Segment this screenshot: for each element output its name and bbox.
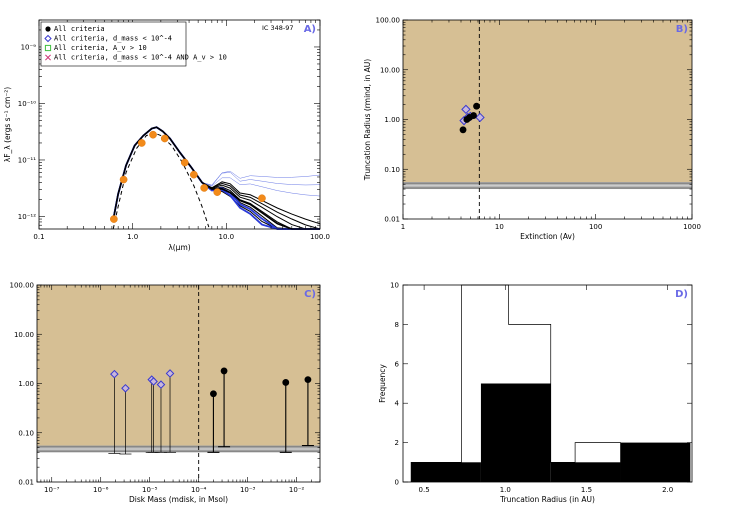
filled-histogram-bar <box>621 443 691 482</box>
y-tick-label: 2 <box>395 439 399 447</box>
x-tick-label: 1.0 <box>500 486 511 494</box>
y-tick-label: 1.00 <box>18 380 34 388</box>
panel-b-extinction: 0.01 0.10 1.00 10.00 100.00 1 10 100 1000 B) Ext… <box>363 17 701 242</box>
y-tick-label: 10.00 <box>380 66 400 74</box>
filled-point <box>210 390 217 397</box>
x-tick-label: 100.0 <box>310 233 330 241</box>
observed-flux-point <box>120 176 127 183</box>
observed-flux-point <box>138 139 145 146</box>
y-tick-label: 8 <box>395 321 399 329</box>
panel-c-disk-mass: 0.01 0.10 1.00 10.00 100.00 10⁻⁷ 10⁻⁶ 10⁻⁵ 10⁻⁴ 1… <box>10 282 321 505</box>
filled-point <box>221 368 228 375</box>
y-tick-label: 100.00 <box>376 17 401 25</box>
y-tick-label: 10⁻¹⁰ <box>18 100 36 108</box>
x-tick-label: 2.0 <box>662 486 673 494</box>
panel-label: D) <box>675 289 688 300</box>
thin-blue-model-curve <box>114 127 320 216</box>
x-tick-label: 0.5 <box>419 486 430 494</box>
panel-label: C) <box>304 289 316 300</box>
legend-label: All criteria, d_mass < 10^-4 AND A_v > 1… <box>54 54 227 62</box>
x-axis-label: Truncation Radius (in AU) <box>499 495 595 504</box>
y-tick-label: 10 <box>390 282 399 290</box>
y-tick-label: 0.01 <box>384 216 400 224</box>
x-tick-label: 1000 <box>683 223 701 231</box>
observed-flux-point <box>201 184 208 191</box>
x-tick-label: 10⁻⁷ <box>44 486 60 494</box>
observed-flux-point <box>149 131 156 138</box>
thin-blue-model-curve <box>114 127 320 216</box>
filled-point <box>282 379 289 386</box>
panel-label: A) <box>304 24 316 35</box>
y-axis-label: Truncation Radius (rmind, in AU) <box>363 59 372 181</box>
photosphere-line <box>113 133 209 229</box>
x-tick-label: 10.0 <box>219 233 235 241</box>
observed-flux-point <box>161 135 168 142</box>
all-criteria-point <box>473 103 480 110</box>
filled-point <box>305 376 312 383</box>
y-tick-label: 0 <box>395 479 399 487</box>
x-tick-label: 10⁻⁵ <box>142 486 158 494</box>
shaded-region <box>403 20 692 182</box>
y-tick-label: 10⁻⁹ <box>21 43 37 51</box>
legend-label: All criteria <box>54 25 105 33</box>
observed-flux-point <box>110 215 117 222</box>
legend-marker-circle <box>45 26 50 31</box>
x-tick-label: 10⁻⁶ <box>93 486 109 494</box>
y-tick-label: 10.00 <box>14 331 34 339</box>
y-tick-label: 4 <box>395 400 400 408</box>
legend-label: All criteria, d_mass < 10^-4 <box>54 35 172 43</box>
observed-flux-point <box>190 171 197 178</box>
object-annotation: IC 348-97 <box>262 24 294 32</box>
observed-flux-point <box>258 195 265 202</box>
panel-a-sed: 0.1 1.0 10.0 100.0 10⁻¹² 10⁻¹¹ 10⁻¹⁰ 10⁻⁹ A) IC… <box>3 20 330 252</box>
y-tick-label: 10⁻¹² <box>18 213 36 221</box>
all-criteria-point <box>470 112 477 119</box>
panel-d-histogram: 0.5 1.0 1.5 2.0 0 2 4 6 8 10 D) Truncation Radius… <box>378 282 692 505</box>
y-tick-label: 1.00 <box>384 116 400 124</box>
filled-histogram-bar <box>551 462 621 482</box>
x-axis-label: Extinction (Av) <box>520 232 575 241</box>
y-tick-label: 0.01 <box>18 479 34 487</box>
y-axis-label: Frequency <box>378 364 387 403</box>
band-lines <box>37 447 320 452</box>
x-tick-label: 10⁻² <box>289 486 305 494</box>
x-tick-label: 10⁻⁴ <box>191 486 207 494</box>
x-tick-label: 1.5 <box>581 486 592 494</box>
x-axis-label: λ(μm) <box>168 243 190 252</box>
y-tick-label: 0.10 <box>18 429 34 437</box>
panel-label: B) <box>676 24 688 35</box>
legend: All criteria All criteria, d_mass < 10^-4… <box>41 22 227 66</box>
y-tick-label: 100.00 <box>10 282 35 290</box>
thin-blue-model-curve <box>114 127 320 216</box>
x-tick-label: 1.0 <box>127 233 138 241</box>
all-criteria-point <box>460 126 467 133</box>
photosphere-curve <box>113 133 209 229</box>
y-tick-label: 10⁻¹¹ <box>18 156 36 164</box>
shaded-region <box>37 285 320 446</box>
legend-label: All criteria, A_v > 10 <box>54 44 147 52</box>
band-lines <box>403 183 692 188</box>
observed-flux-point <box>214 188 221 195</box>
observed-flux-point <box>181 159 188 166</box>
y-tick-label: 0.10 <box>384 166 400 174</box>
x-tick-label: 10⁻³ <box>240 486 256 494</box>
y-tick-label: 6 <box>395 360 400 368</box>
x-tick-label: 10 <box>495 223 504 231</box>
x-tick-label: 1 <box>401 223 405 231</box>
x-tick-label: 0.1 <box>33 233 44 241</box>
filled-histogram-bar <box>481 384 551 483</box>
y-axis-label: λF_λ (ergs s⁻¹ cm⁻²) <box>3 87 12 163</box>
x-axis-label: Disk Mass (mdisk, in Msol) <box>129 495 228 504</box>
x-tick-label: 100 <box>589 223 602 231</box>
filled-histogram-bar <box>411 462 481 482</box>
